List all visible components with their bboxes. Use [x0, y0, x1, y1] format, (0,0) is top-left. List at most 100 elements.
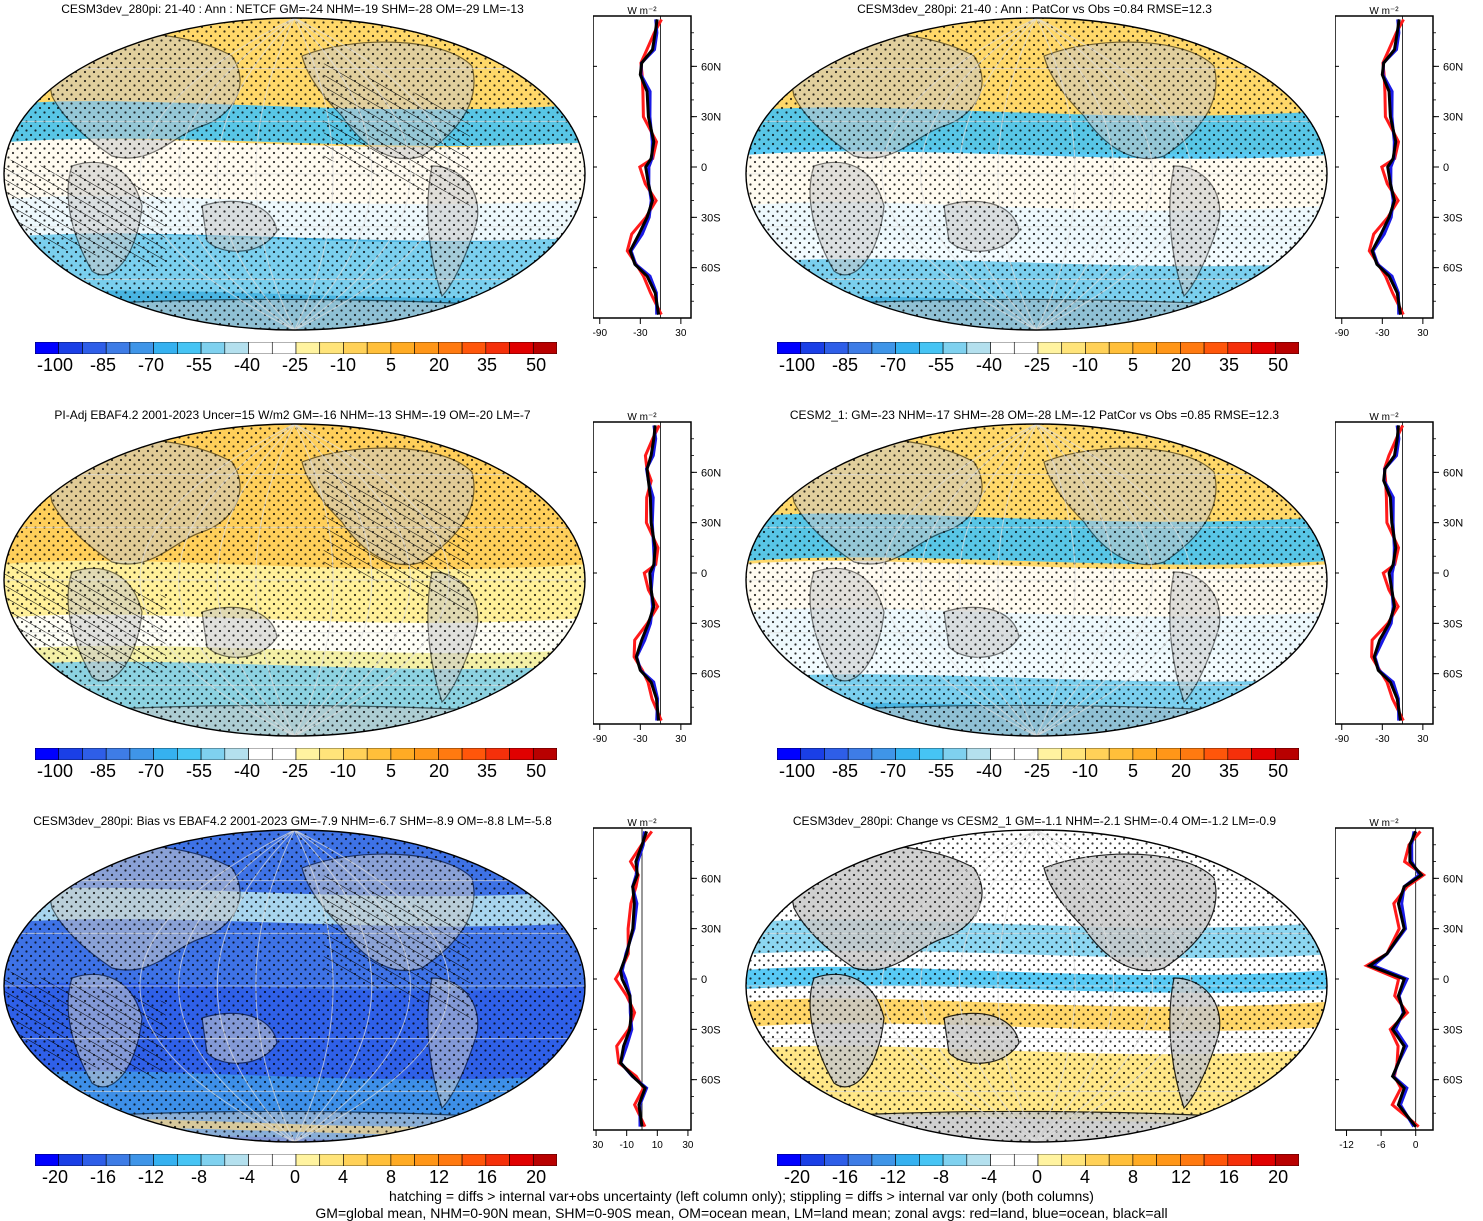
zonal-x-label: 0 [1413, 1140, 1419, 1151]
colorbar-tick-label: 5 [1127, 761, 1139, 781]
colorbar-tick-label: 50 [526, 355, 547, 375]
colorbar-tick-label: -10 [329, 355, 357, 375]
colorbar-tick-label: 8 [385, 1167, 397, 1187]
colorbar-tick-label: 5 [1127, 355, 1139, 375]
world-map [744, 422, 1329, 738]
colorbar-tick-label: 5 [385, 761, 397, 781]
zonal-lat-label: 30S [701, 618, 721, 630]
zonal-lat-label: 30S [1443, 212, 1463, 224]
colorbar-tick-label: -10 [329, 761, 357, 781]
zonal-all-line [634, 425, 661, 721]
zonal-lat-label: 60N [701, 61, 721, 73]
zonal-lat-label: 30S [701, 212, 721, 224]
colorbar-labels: -100 -85 -70 -55 -40 -25 -10 5 20 35 50 [35, 759, 557, 785]
colorbar-tick-label: 0 [289, 1167, 301, 1187]
colorbar [34, 341, 558, 355]
colorbar-tick-label: -55 [927, 355, 955, 375]
colorbar-labels: -100 -85 -70 -55 -40 -25 -10 5 20 35 50 [777, 759, 1299, 785]
zonal-lat-label: 30N [1443, 518, 1463, 530]
zonal-unit-label: W m⁻² [1369, 412, 1399, 423]
zonal-lat-label: 30N [701, 518, 721, 530]
world-map [744, 828, 1329, 1144]
zonal-average-plot: W m⁻² 60N 30N 0 30S 60S -90 -30 30 [592, 2, 741, 362]
colorbar [776, 747, 1300, 761]
zonal-unit-label: W m⁻² [627, 818, 657, 829]
colorbar [776, 747, 1300, 761]
colorbar [34, 341, 558, 355]
colorbar [34, 1153, 558, 1167]
colorbar-tick-label: 16 [476, 1167, 498, 1187]
zonal-all-line [1366, 830, 1424, 1128]
zonal-lat-label: 30S [701, 1024, 721, 1036]
zonal-lat-label: 60N [701, 873, 721, 885]
colorbar-tick-label: -70 [879, 355, 907, 375]
zonal-lat-label: 60S [1443, 1075, 1463, 1087]
colorbar-tick-label: -25 [281, 761, 309, 781]
colorbar-tick-label: 12 [1170, 1167, 1192, 1187]
panel-title: CESM2_1: GM=-23 NHM=-17 SHM=-28 OM=-28 L… [789, 408, 1280, 422]
zonal-x-label: 30 [1417, 328, 1429, 339]
colorbar-tick-label: -25 [1023, 355, 1051, 375]
zonal-x-label: 30 [675, 734, 687, 745]
colorbar-tick-label: 0 [1031, 1167, 1043, 1187]
zonal-all-line [628, 19, 661, 315]
colorbar-tick-label: -25 [281, 355, 309, 375]
colorbar-tick-label: -20 [41, 1167, 69, 1187]
colorbar-tick-label: -100 [36, 355, 74, 375]
colorbar-tick-label: 12 [428, 1167, 450, 1187]
zonal-lat-label: 0 [701, 568, 707, 580]
zonal-x-label: -30 [1375, 734, 1390, 745]
zonal-lat-label: 0 [701, 162, 707, 174]
colorbar-tick-label: 50 [1268, 355, 1289, 375]
zonal-x-label: -6 [1377, 1140, 1386, 1151]
zonal-average-plot: W m⁻² 60N 30N 0 30S 60S -90 -30 30 [1334, 408, 1483, 768]
zonal-x-label: 30 [682, 1140, 694, 1151]
colorbar-tick-label: -100 [778, 761, 816, 781]
colorbar-tick-label: 4 [337, 1167, 349, 1187]
footer-line-2: GM=global mean, NHM=0-90N mean, SHM=0-90… [315, 1205, 1168, 1221]
colorbar-tick-label: 35 [1218, 761, 1240, 781]
panel-title: CESM3dev_280pi: 21-40 : Ann : PatCor vs … [857, 2, 1212, 16]
colorbar-tick-label: -85 [831, 355, 859, 375]
zonal-lat-label: 30S [1443, 1024, 1463, 1036]
footer-line-1: hatching = diffs > internal var+obs unce… [389, 1188, 1094, 1204]
zonal-average-plot: W m⁻² 60N 30N 0 30S 60S -90 -30 30 [1334, 2, 1483, 362]
zonal-x-label: -30 [1375, 328, 1390, 339]
panel-title: CESM3dev_280pi: Bias vs EBAF4.2 2001-202… [33, 814, 552, 828]
colorbar-tick-label: -25 [1023, 761, 1051, 781]
zonal-unit-label: W m⁻² [1369, 818, 1399, 829]
colorbar-tick-label: -40 [233, 355, 261, 375]
colorbar-tick-label: 20 [428, 355, 450, 375]
panel-title: CESM3dev_280pi: 21-40 : Ann : NETCF GM=-… [61, 2, 524, 16]
zonal-x-label: -30 [633, 734, 648, 745]
colorbar-tick-label: -20 [783, 1167, 811, 1187]
colorbar-tick-label: -100 [778, 355, 816, 375]
zonal-average-plot: W m⁻² 60N 30N 0 30S 60S -90 -30 30 [592, 408, 741, 768]
zonal-x-label: -30 [633, 328, 648, 339]
zonal-x-label: -90 [1335, 328, 1349, 339]
colorbar-tick-label: -100 [36, 761, 74, 781]
zonal-x-label: 30 [675, 328, 687, 339]
zonal-x-label: -90 [1335, 734, 1349, 745]
colorbar-tick-label: -85 [831, 761, 859, 781]
zonal-x-label: -90 [593, 328, 607, 339]
zonal-x-label: 30 [1417, 734, 1429, 745]
world-map [2, 16, 587, 332]
zonal-lat-label: 60S [701, 669, 721, 681]
zonal-lat-label: 0 [1443, 974, 1449, 986]
colorbar-tick-label: -55 [185, 355, 213, 375]
colorbar-labels: -100 -85 -70 -55 -40 -25 -10 5 20 35 50 [777, 353, 1299, 379]
colorbar-tick-label: -12 [137, 1167, 165, 1187]
zonal-average-plot: W m⁻² 60N 30N 0 30S 60S -12 -6 0 [1334, 814, 1483, 1174]
colorbar-labels: -20 -16 -12 -8 -4 0 4 8 12 16 20 [35, 1165, 557, 1191]
zonal-unit-label: W m⁻² [1369, 6, 1399, 17]
colorbar-tick-label: -8 [932, 1167, 950, 1187]
zonal-lat-label: 60S [1443, 263, 1463, 275]
zonal-unit-label: W m⁻² [627, 6, 657, 17]
world-map [2, 422, 587, 738]
colorbar-tick-label: -12 [879, 1167, 907, 1187]
colorbar-tick-label: 4 [1079, 1167, 1091, 1187]
colorbar-tick-label: -55 [927, 761, 955, 781]
zonal-x-label: -10 [619, 1140, 634, 1151]
world-map [2, 828, 587, 1144]
